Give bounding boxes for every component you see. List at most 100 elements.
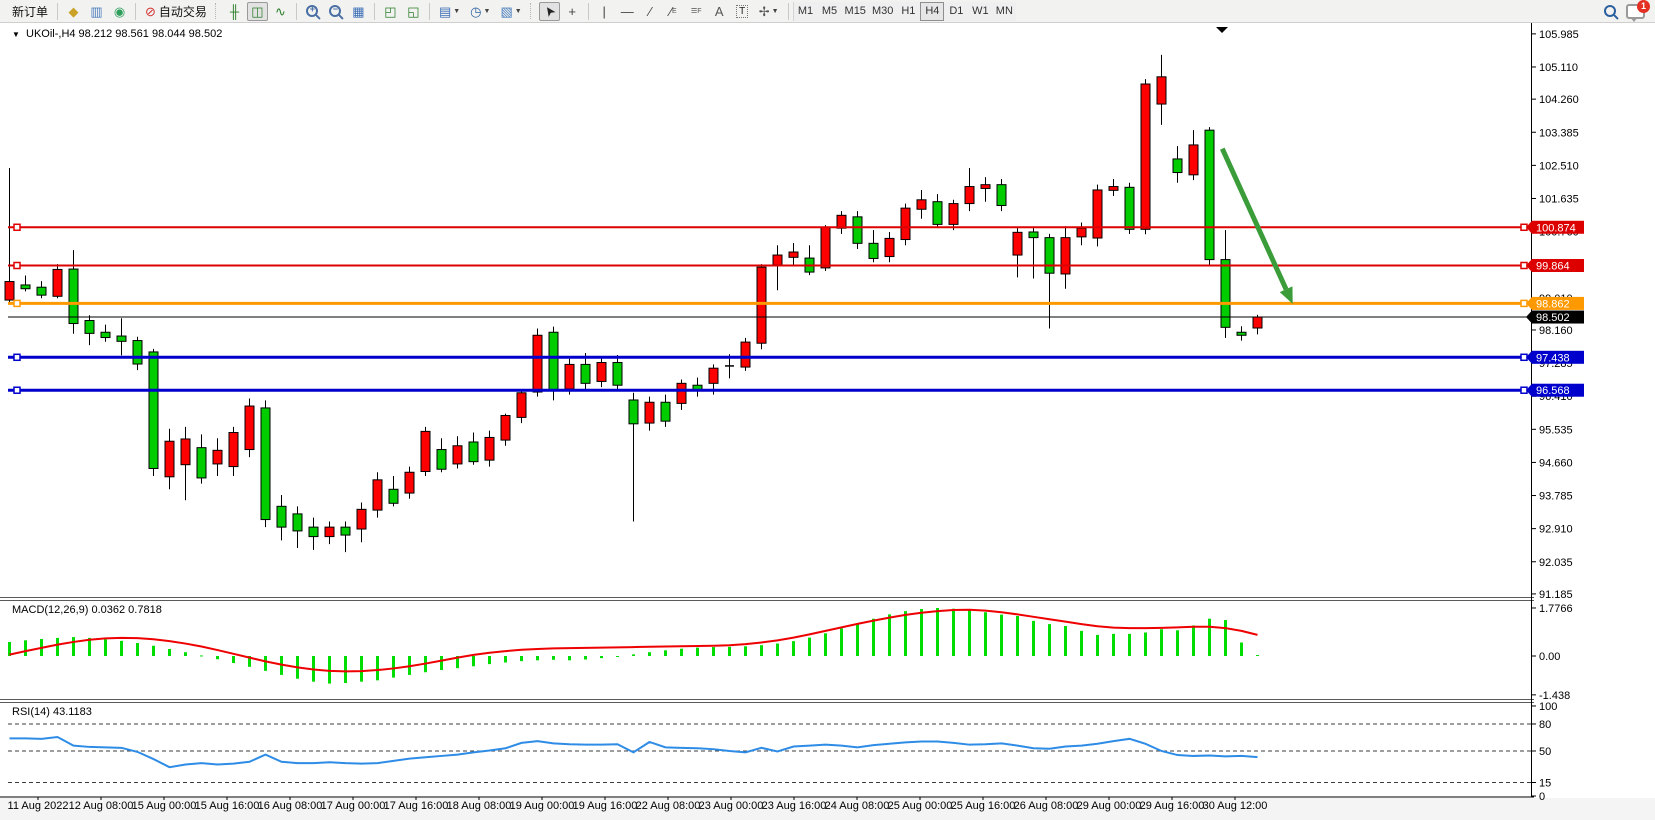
fibonacci-icon: ≡ [690, 4, 698, 17]
timeframe-m5-button[interactable]: M5 [817, 1, 842, 21]
rsi-line [9, 736, 1258, 769]
autotrading-label: 自动交易 [158, 4, 207, 19]
zoom-in-button[interactable]: + [302, 2, 323, 21]
new-order-button[interactable]: 新订单 [5, 2, 52, 21]
candle [164, 428, 175, 490]
candle [596, 356, 607, 388]
candle [388, 476, 399, 507]
timeframe-d1-button[interactable]: D1 [944, 1, 969, 21]
time-axis-label: 29 Aug 16:00 [1140, 800, 1205, 812]
candle [1156, 54, 1167, 125]
vertical-line-button[interactable]: | [594, 2, 615, 21]
time-axis-label: 25 Aug 16:00 [951, 800, 1016, 812]
candle [292, 506, 303, 548]
price-axis-label: 92.035 [1539, 557, 1573, 569]
time-axis-label: 19 Aug 16:00 [573, 800, 638, 812]
template-button[interactable]: ▧ ▼ [496, 2, 525, 21]
candle [372, 472, 383, 518]
chart-shift-marker[interactable] [1216, 27, 1228, 33]
timeframe-h1-button[interactable]: H1 [896, 1, 921, 21]
candle-chart-button[interactable]: ◫ [246, 1, 268, 21]
time-axis-label: 12 Aug 08:00 [69, 800, 134, 812]
candle [1124, 182, 1135, 234]
indicator-list-button[interactable]: ◱ [403, 2, 424, 21]
candle [452, 436, 463, 469]
candle [1140, 79, 1151, 235]
zoom-out-button[interactable]: − [325, 2, 346, 21]
price-axis-label: 101.635 [1539, 193, 1579, 205]
fibonacci-button[interactable]: ≡ F [686, 2, 707, 21]
crosshair-button[interactable]: + [562, 2, 583, 21]
candle [500, 413, 511, 446]
timeframe-h4-button[interactable]: H4 [920, 1, 945, 21]
candle [180, 426, 191, 501]
horizontal-line-icon: — [620, 3, 634, 19]
timeframe-mn-button[interactable]: MN [992, 1, 1017, 21]
svg-text:100.874: 100.874 [1536, 222, 1576, 234]
horizontal-line-button[interactable]: — [617, 2, 638, 21]
terminal-button[interactable]: ▥ [86, 2, 107, 21]
arrows-button[interactable]: ✢ ▼ [755, 2, 783, 21]
new-chart-button[interactable]: ▤ ▼ [435, 2, 464, 21]
chart-plot[interactable]: 105.985 105.110 104.260 103.385 102.510 101.6… [0, 23, 1655, 820]
candle [276, 494, 287, 541]
candle [580, 353, 591, 390]
symbol-ohlc-label: UKOil-,H4 98.212 98.561 98.044 98.502 [26, 28, 222, 40]
candle [68, 250, 79, 334]
autotrading-button[interactable]: ⊘ 自动交易 [141, 2, 211, 21]
trend-arrow-annotation[interactable] [1220, 147, 1293, 304]
tile-windows-button[interactable]: ▦ [348, 2, 369, 21]
price-hline[interactable] [8, 386, 1531, 394]
price-tag: 96.568 [1526, 383, 1584, 397]
timeframe-w1-button[interactable]: W1 [968, 1, 993, 21]
indicator-window-icon: ◰ [384, 3, 397, 19]
period-button[interactable]: ◷ ▼ [466, 2, 494, 21]
candle [964, 168, 975, 212]
price-hline[interactable] [8, 299, 1531, 308]
indicator-window-button[interactable]: ◰ [380, 2, 401, 21]
text-button[interactable]: A [709, 2, 730, 21]
price-tag: 97.438 [1526, 350, 1584, 364]
bar-chart-button[interactable]: ╫ [224, 2, 245, 21]
chevron-down-icon: ▼ [514, 7, 522, 15]
toolbar-separator [57, 2, 59, 20]
text-label-button[interactable]: T [732, 2, 753, 21]
toolbar-separator [787, 2, 789, 20]
candle [820, 225, 831, 271]
chat-icon[interactable]: 1 [1626, 0, 1650, 22]
channel-button[interactable]: ∕ E [663, 2, 684, 21]
new-chart-icon: ▤ [438, 3, 452, 19]
candle [612, 354, 623, 391]
line-chart-button[interactable]: ∿ [270, 2, 291, 21]
candle [420, 426, 431, 477]
line-handle [13, 261, 21, 270]
trendline-button[interactable]: ∕ [640, 2, 661, 21]
time-axis-label: 17 Aug 16:00 [384, 800, 449, 812]
gem-button[interactable]: ◆ [63, 2, 84, 21]
macd-histogram [8, 607, 1259, 684]
candle [1060, 226, 1071, 289]
price-axis-label: 102.510 [1539, 160, 1579, 172]
time-axis-label: 19 Aug 00:00 [510, 800, 575, 812]
trendline-icon: ∕ [649, 3, 652, 19]
timeframe-m30-button[interactable]: M30 [868, 1, 897, 21]
indicator-list-icon: ◱ [407, 3, 420, 19]
svg-text:▼: ▼ [12, 30, 20, 39]
search-icon[interactable] [1604, 5, 1619, 20]
timeframe-m1-button[interactable]: M1 [793, 1, 818, 21]
cursor-button[interactable]: ➤ [538, 1, 560, 21]
price-axis-label: 104.260 [1539, 94, 1579, 106]
zoom-in-icon: + [306, 4, 322, 20]
candle [1236, 326, 1247, 341]
candle [356, 502, 367, 543]
macd-scale-label: -1.438 [1539, 690, 1570, 702]
toolbar-separator [135, 2, 137, 20]
price-hline[interactable] [8, 353, 1531, 362]
timeframe-m15-button[interactable]: M15 [841, 1, 869, 21]
signals-button[interactable]: ◉ [109, 2, 130, 21]
gem-icon: ◆ [68, 3, 79, 19]
symbol-header[interactable]: ▼ UKOil-,H4 98.212 98.561 98.044 98.502 [12, 28, 222, 40]
template-icon: ▧ [500, 3, 513, 19]
